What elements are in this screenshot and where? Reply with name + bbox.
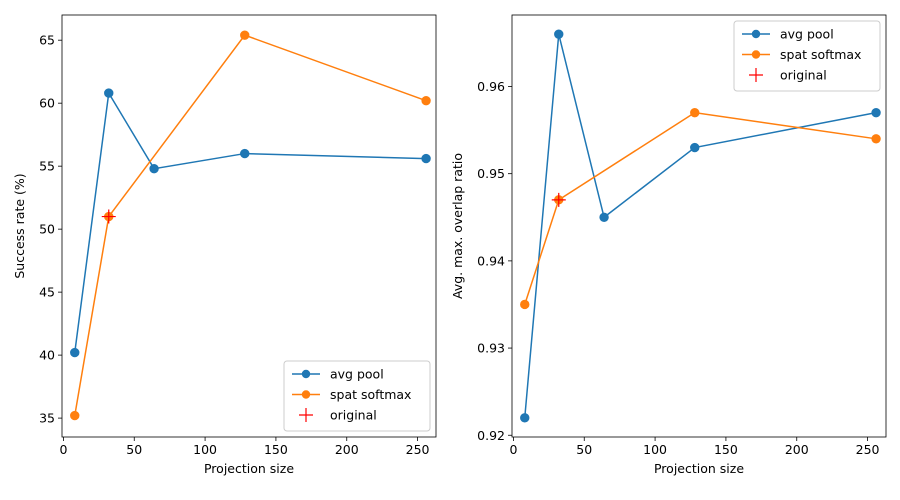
y-tick-label: 0.94 xyxy=(477,253,505,268)
data-point xyxy=(599,212,609,222)
chart-panel-2: 0 50 100 150 200 250 0.92 0.93 0.94 0.95 0.96 Proje… xyxy=(450,14,887,476)
legend-marker xyxy=(751,50,761,59)
series-avg-pool xyxy=(70,88,431,358)
data-point xyxy=(104,88,114,98)
y-tick-label: 0.92 xyxy=(477,428,505,443)
chart-panel-1: 0 50 100 150 200 250 35 40 45 50 55 60 65 Projection … xyxy=(12,14,437,476)
y-tick-label: 45 xyxy=(39,285,55,300)
x-tick-label: 50 xyxy=(576,442,592,457)
data-point xyxy=(871,107,881,118)
series-line xyxy=(524,34,877,418)
y-tick-label: 0.93 xyxy=(477,341,505,356)
y-tick-label: 60 xyxy=(39,96,55,111)
data-point xyxy=(240,148,250,159)
data-point xyxy=(520,299,530,310)
data-point xyxy=(70,410,80,421)
data-point xyxy=(690,107,700,118)
x-tick-label: 100 xyxy=(643,442,667,457)
y-tick-label: 55 xyxy=(39,159,55,174)
data-point xyxy=(421,95,431,106)
series-spat-softmax xyxy=(70,30,431,421)
legend-marker xyxy=(749,68,763,82)
x-tick-label: 200 xyxy=(335,442,359,457)
y-tick-label: 0.95 xyxy=(477,166,505,181)
series-original xyxy=(551,192,566,207)
x-axis-label: Projection size xyxy=(204,461,294,476)
y-axis-label: Avg. max. overlap ratio xyxy=(450,153,465,299)
legend: avg pool spat softmax original xyxy=(283,360,431,432)
data-point xyxy=(240,30,250,40)
x-tick-label: 0 xyxy=(509,442,517,457)
plot-frame xyxy=(61,14,437,438)
series-line xyxy=(524,111,877,305)
x-axis-label: Projection size xyxy=(654,461,744,476)
data-point xyxy=(554,29,564,39)
data-point-plus xyxy=(551,192,566,207)
data-point xyxy=(421,153,431,164)
legend-label: avg pool xyxy=(330,367,384,382)
data-point xyxy=(690,142,700,153)
y-tick-label: 0.96 xyxy=(477,79,505,94)
legend-label: spat softmax xyxy=(330,387,411,402)
series-line xyxy=(74,90,427,353)
legend-label: spat softmax xyxy=(780,47,861,62)
legend-label: avg pool xyxy=(780,27,834,42)
plot-frame xyxy=(511,14,887,438)
x-tick-label: 200 xyxy=(785,442,809,457)
data-point xyxy=(520,413,530,423)
x-tick-label: 100 xyxy=(193,442,217,457)
legend-label: original xyxy=(780,68,827,83)
data-point xyxy=(871,134,881,144)
x-tick-label: 250 xyxy=(856,442,880,457)
legend-marker xyxy=(751,29,761,39)
y-tick-label: 50 xyxy=(39,222,55,237)
legend: avg pool spat softmax original xyxy=(733,20,881,92)
data-point-plus xyxy=(101,209,116,224)
x-tick-label: 150 xyxy=(264,442,288,457)
y-axis-label: Success rate (%) xyxy=(12,173,27,278)
y-tick-label: 35 xyxy=(39,411,55,426)
series-line xyxy=(74,34,427,416)
series-avg-pool xyxy=(520,29,881,423)
legend-marker xyxy=(301,369,311,379)
x-tick-label: 50 xyxy=(126,442,142,457)
series-original xyxy=(101,209,116,224)
y-tick-label: 65 xyxy=(39,33,55,48)
x-tick-label: 150 xyxy=(714,442,738,457)
legend-label: original xyxy=(330,408,377,423)
legend-box xyxy=(283,360,431,432)
y-tick-label: 40 xyxy=(39,348,55,363)
series-spat-softmax xyxy=(520,107,881,310)
data-point xyxy=(70,347,80,358)
data-point xyxy=(149,163,159,174)
legend-marker xyxy=(299,408,313,422)
x-tick-label: 0 xyxy=(59,442,67,457)
legend-marker xyxy=(301,390,311,399)
x-tick-label: 250 xyxy=(406,442,430,457)
legend-box xyxy=(733,20,881,92)
